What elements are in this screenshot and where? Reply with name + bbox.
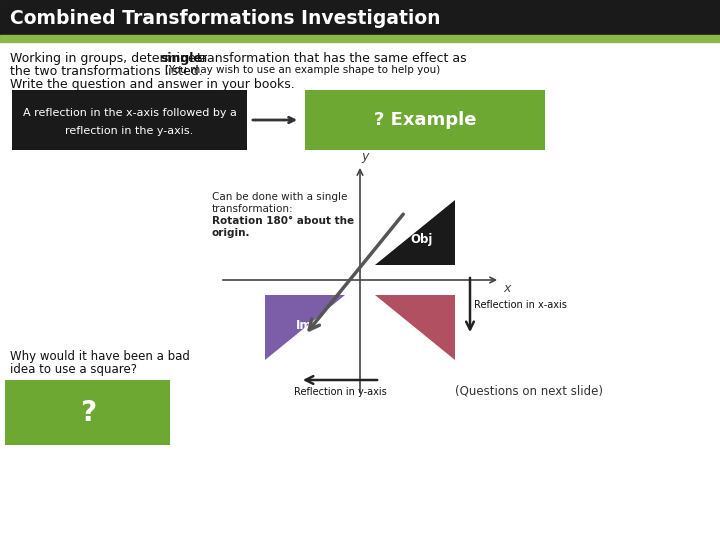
Bar (0, 35, 720, 42)
Bar (0, 0, 720, 35)
Text: y: y (361, 150, 369, 163)
Text: A reflection in the x-axis followed by a: A reflection in the x-axis followed by a (22, 108, 236, 118)
Text: Write the question and answer in your books.: Write the question and answer in your bo… (10, 78, 294, 91)
Text: ? Example: ? Example (374, 111, 476, 129)
Text: reflection in the y-axis.: reflection in the y-axis. (66, 126, 194, 136)
Text: Working in groups, determine a: Working in groups, determine a (10, 52, 212, 65)
Text: Reflection in x-axis: Reflection in x-axis (474, 300, 567, 310)
Text: x: x (503, 282, 510, 295)
Text: Rotation 180° about the: Rotation 180° about the (212, 216, 354, 226)
Text: Why would it have been a bad: Why would it have been a bad (10, 350, 190, 363)
Text: Combined Transformations Investigation: Combined Transformations Investigation (10, 9, 441, 28)
Text: idea to use a square?: idea to use a square? (10, 363, 137, 376)
Text: ?: ? (80, 399, 96, 427)
Polygon shape (265, 295, 345, 360)
Text: transformation that has the same effect as: transformation that has the same effect … (194, 52, 467, 65)
Polygon shape (375, 200, 455, 265)
Text: transformation:: transformation: (212, 204, 294, 214)
Text: Can be done with a single: Can be done with a single (212, 192, 347, 202)
Text: origin.: origin. (212, 228, 251, 238)
Bar (305, 90, 545, 150)
Polygon shape (375, 295, 455, 360)
Bar (5, 380, 170, 445)
Text: Img: Img (296, 319, 320, 332)
Bar (12, 90, 247, 150)
Text: the two transformations listed.: the two transformations listed. (10, 65, 207, 78)
Text: single: single (161, 52, 202, 65)
Text: (You may wish to use an example shape to help you): (You may wish to use an example shape to… (165, 65, 441, 75)
Text: Obj: Obj (411, 233, 433, 246)
Text: Reflection in y-axis: Reflection in y-axis (294, 387, 387, 397)
Text: (Questions on next slide): (Questions on next slide) (455, 385, 603, 398)
